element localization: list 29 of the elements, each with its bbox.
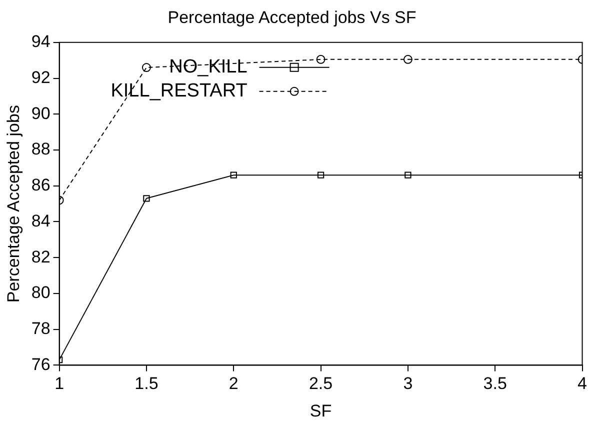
y-tick-label: 84 xyxy=(31,211,50,230)
x-tick-label: 2 xyxy=(228,374,238,394)
y-tick-label: 82 xyxy=(31,247,50,266)
y-tick-label: 94 xyxy=(31,32,50,52)
point xyxy=(317,172,324,178)
y-tick-label: 88 xyxy=(31,140,50,159)
point xyxy=(316,54,326,64)
y-tick-label: 92 xyxy=(31,68,50,87)
legend-label: NO_KILL xyxy=(169,56,248,78)
y-tick-label: 78 xyxy=(31,319,50,338)
y-axis-title: Percentage Accepted jobs xyxy=(4,105,23,303)
point xyxy=(404,172,412,178)
y-tick-label: 76 xyxy=(31,354,50,374)
x-tick-label: 4 xyxy=(578,374,588,394)
x-tick-label: 1 xyxy=(54,374,64,394)
point xyxy=(143,195,150,202)
y-tick-label: 90 xyxy=(31,104,50,123)
x-tick-label: 3.5 xyxy=(483,374,507,394)
point xyxy=(142,63,151,72)
x-tick-label: 1.5 xyxy=(134,374,158,394)
chart-title: Percentage Accepted jobs Vs SF xyxy=(168,8,416,27)
x-axis-title: SF xyxy=(310,401,332,420)
x-tick-label: 2.5 xyxy=(308,374,333,394)
x-tick-label: 3 xyxy=(403,374,413,394)
y-tick-label: 80 xyxy=(31,283,50,302)
legend-label: KILL_RESTART xyxy=(110,80,248,102)
point xyxy=(403,54,412,64)
y-tick-label: 86 xyxy=(31,176,50,195)
point xyxy=(230,172,237,178)
